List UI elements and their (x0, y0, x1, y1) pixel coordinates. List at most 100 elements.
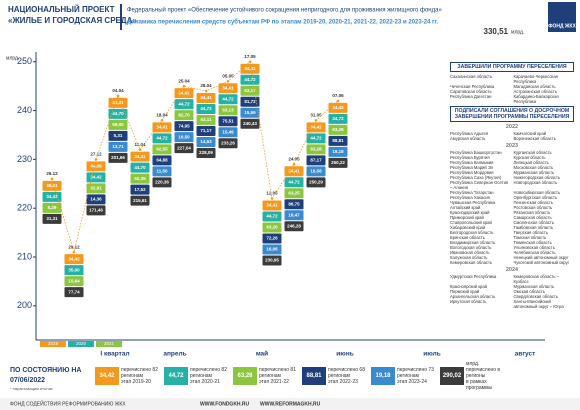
legend: 34,42 перечислено 82 регионам этап 2019-20… (95, 360, 505, 392)
month-label: апрель (163, 351, 186, 358)
region: Тверская область (513, 230, 549, 235)
year-badge (40, 341, 66, 347)
total-label: 228,09 (199, 150, 213, 155)
y-tick-label: 220 (17, 203, 32, 213)
segment (240, 74, 260, 85)
column-date: 05.05 (222, 73, 234, 78)
segment (86, 161, 106, 172)
y-tick-label: 240 (17, 105, 32, 115)
region: Хабаровский край (450, 225, 486, 230)
y-tick-label: 200 (17, 300, 32, 310)
region: Чукотский автономный округ (513, 260, 570, 265)
segment-label: 63,20 (266, 225, 278, 230)
month-label: август (515, 351, 536, 358)
segment (306, 144, 326, 155)
segment (108, 108, 128, 119)
segment-label: 15,49 (222, 129, 234, 134)
segment-label: 34,41 (288, 168, 300, 173)
month-label: июнь (336, 351, 353, 358)
segment-label: 11,50 (156, 169, 168, 174)
total-box (130, 195, 150, 206)
segment-label: 63,28 (310, 147, 322, 152)
segment-label: 63,28 (332, 127, 344, 132)
segment (284, 188, 304, 199)
month-label: май (256, 350, 268, 358)
region: Сахалинская область (450, 74, 493, 79)
column-date: 24.05 (288, 156, 300, 161)
region: Ставропольский край (450, 220, 492, 225)
legend-stage: в рамках программы (466, 379, 493, 391)
legend-text: перечислено 82 регионам (121, 367, 158, 379)
region: Томская область (513, 235, 547, 240)
segment (218, 94, 238, 105)
completed-title: ЗАВЕРШИЛИ ПРОГРАММУ ПЕРЕСЕЛЕНИЯ (450, 62, 574, 72)
total-box (240, 118, 260, 129)
segment-label: 44,72 (200, 106, 212, 111)
segment-label: 14,36 (90, 197, 102, 202)
segment-label: 62,55 (156, 147, 168, 152)
segment (152, 144, 172, 155)
total-box (306, 177, 326, 188)
total-label: 250,29 (309, 180, 323, 185)
segment-label: 5,31 (114, 133, 123, 138)
column-date: 29.12 (68, 244, 80, 249)
segment (262, 200, 282, 211)
region-list: Республика Башкортостан Курганская област… (450, 150, 574, 265)
footer-bar (0, 398, 580, 410)
column-date: 07.06 (332, 93, 344, 98)
column-date: 28.04 (200, 83, 212, 88)
divider (120, 4, 122, 30)
segment-label: 59,00 (112, 122, 124, 127)
segment-label: 34,41 (222, 85, 234, 90)
region: Красноярский край (450, 284, 488, 289)
segment (284, 199, 304, 210)
segment (262, 244, 282, 255)
segment (174, 88, 194, 99)
legend-stage: этап 2022-23 (328, 379, 358, 385)
legend-value: 34,42 (95, 367, 119, 385)
legend-stage: этап 2019-20 (121, 379, 151, 385)
segment-label: 17,52 (134, 187, 146, 192)
segment (328, 102, 348, 113)
region: Амурская область (450, 136, 486, 141)
logo (548, 2, 576, 32)
month-label: I квартал (100, 351, 129, 358)
segment (174, 132, 194, 143)
region: Магаданская область (513, 84, 556, 89)
region: Рязанская область (513, 210, 551, 215)
region: Тамбовская область (513, 225, 554, 230)
segment (240, 107, 260, 118)
segment-label: 44,72 (310, 136, 322, 141)
y-tick-label: 250 (17, 56, 32, 66)
column-date: 04.04 (112, 88, 124, 93)
total-label: 215,61 (133, 198, 147, 203)
segment (196, 104, 216, 115)
month-label: июль (423, 351, 441, 358)
status-date: 07/06/2022 (10, 377, 45, 384)
total-box (196, 148, 216, 159)
segment-label: 44,72 (178, 101, 190, 106)
region: Курганская область (513, 150, 552, 155)
segment (218, 127, 238, 138)
region: Оренбургская область (513, 195, 558, 200)
segment-label: 13,71 (112, 144, 124, 149)
segment (218, 83, 238, 94)
segment (262, 211, 282, 222)
total-label: 250,22 (331, 160, 345, 165)
segment (306, 166, 326, 177)
segment (86, 194, 106, 205)
segment-label: 88,81 (332, 138, 344, 143)
legend-item: 88,81 перечислено 68 регионам этап 2022-23 (302, 360, 367, 392)
segment-label: 74,95 (178, 123, 190, 128)
segment-label: 44,70 (134, 165, 146, 170)
segment-label: 34,42 (332, 105, 344, 110)
total-box (262, 255, 282, 266)
total-box (152, 177, 172, 188)
region: Республика Адыгея (450, 131, 489, 136)
region: Республика Башкортостан (450, 150, 502, 155)
segment (218, 116, 238, 127)
region: Чеченская Республика (450, 84, 495, 89)
region: Новгородская область (513, 180, 558, 185)
region: Республика Дагестан (450, 94, 492, 99)
segment-label: 71,17 (200, 128, 212, 133)
